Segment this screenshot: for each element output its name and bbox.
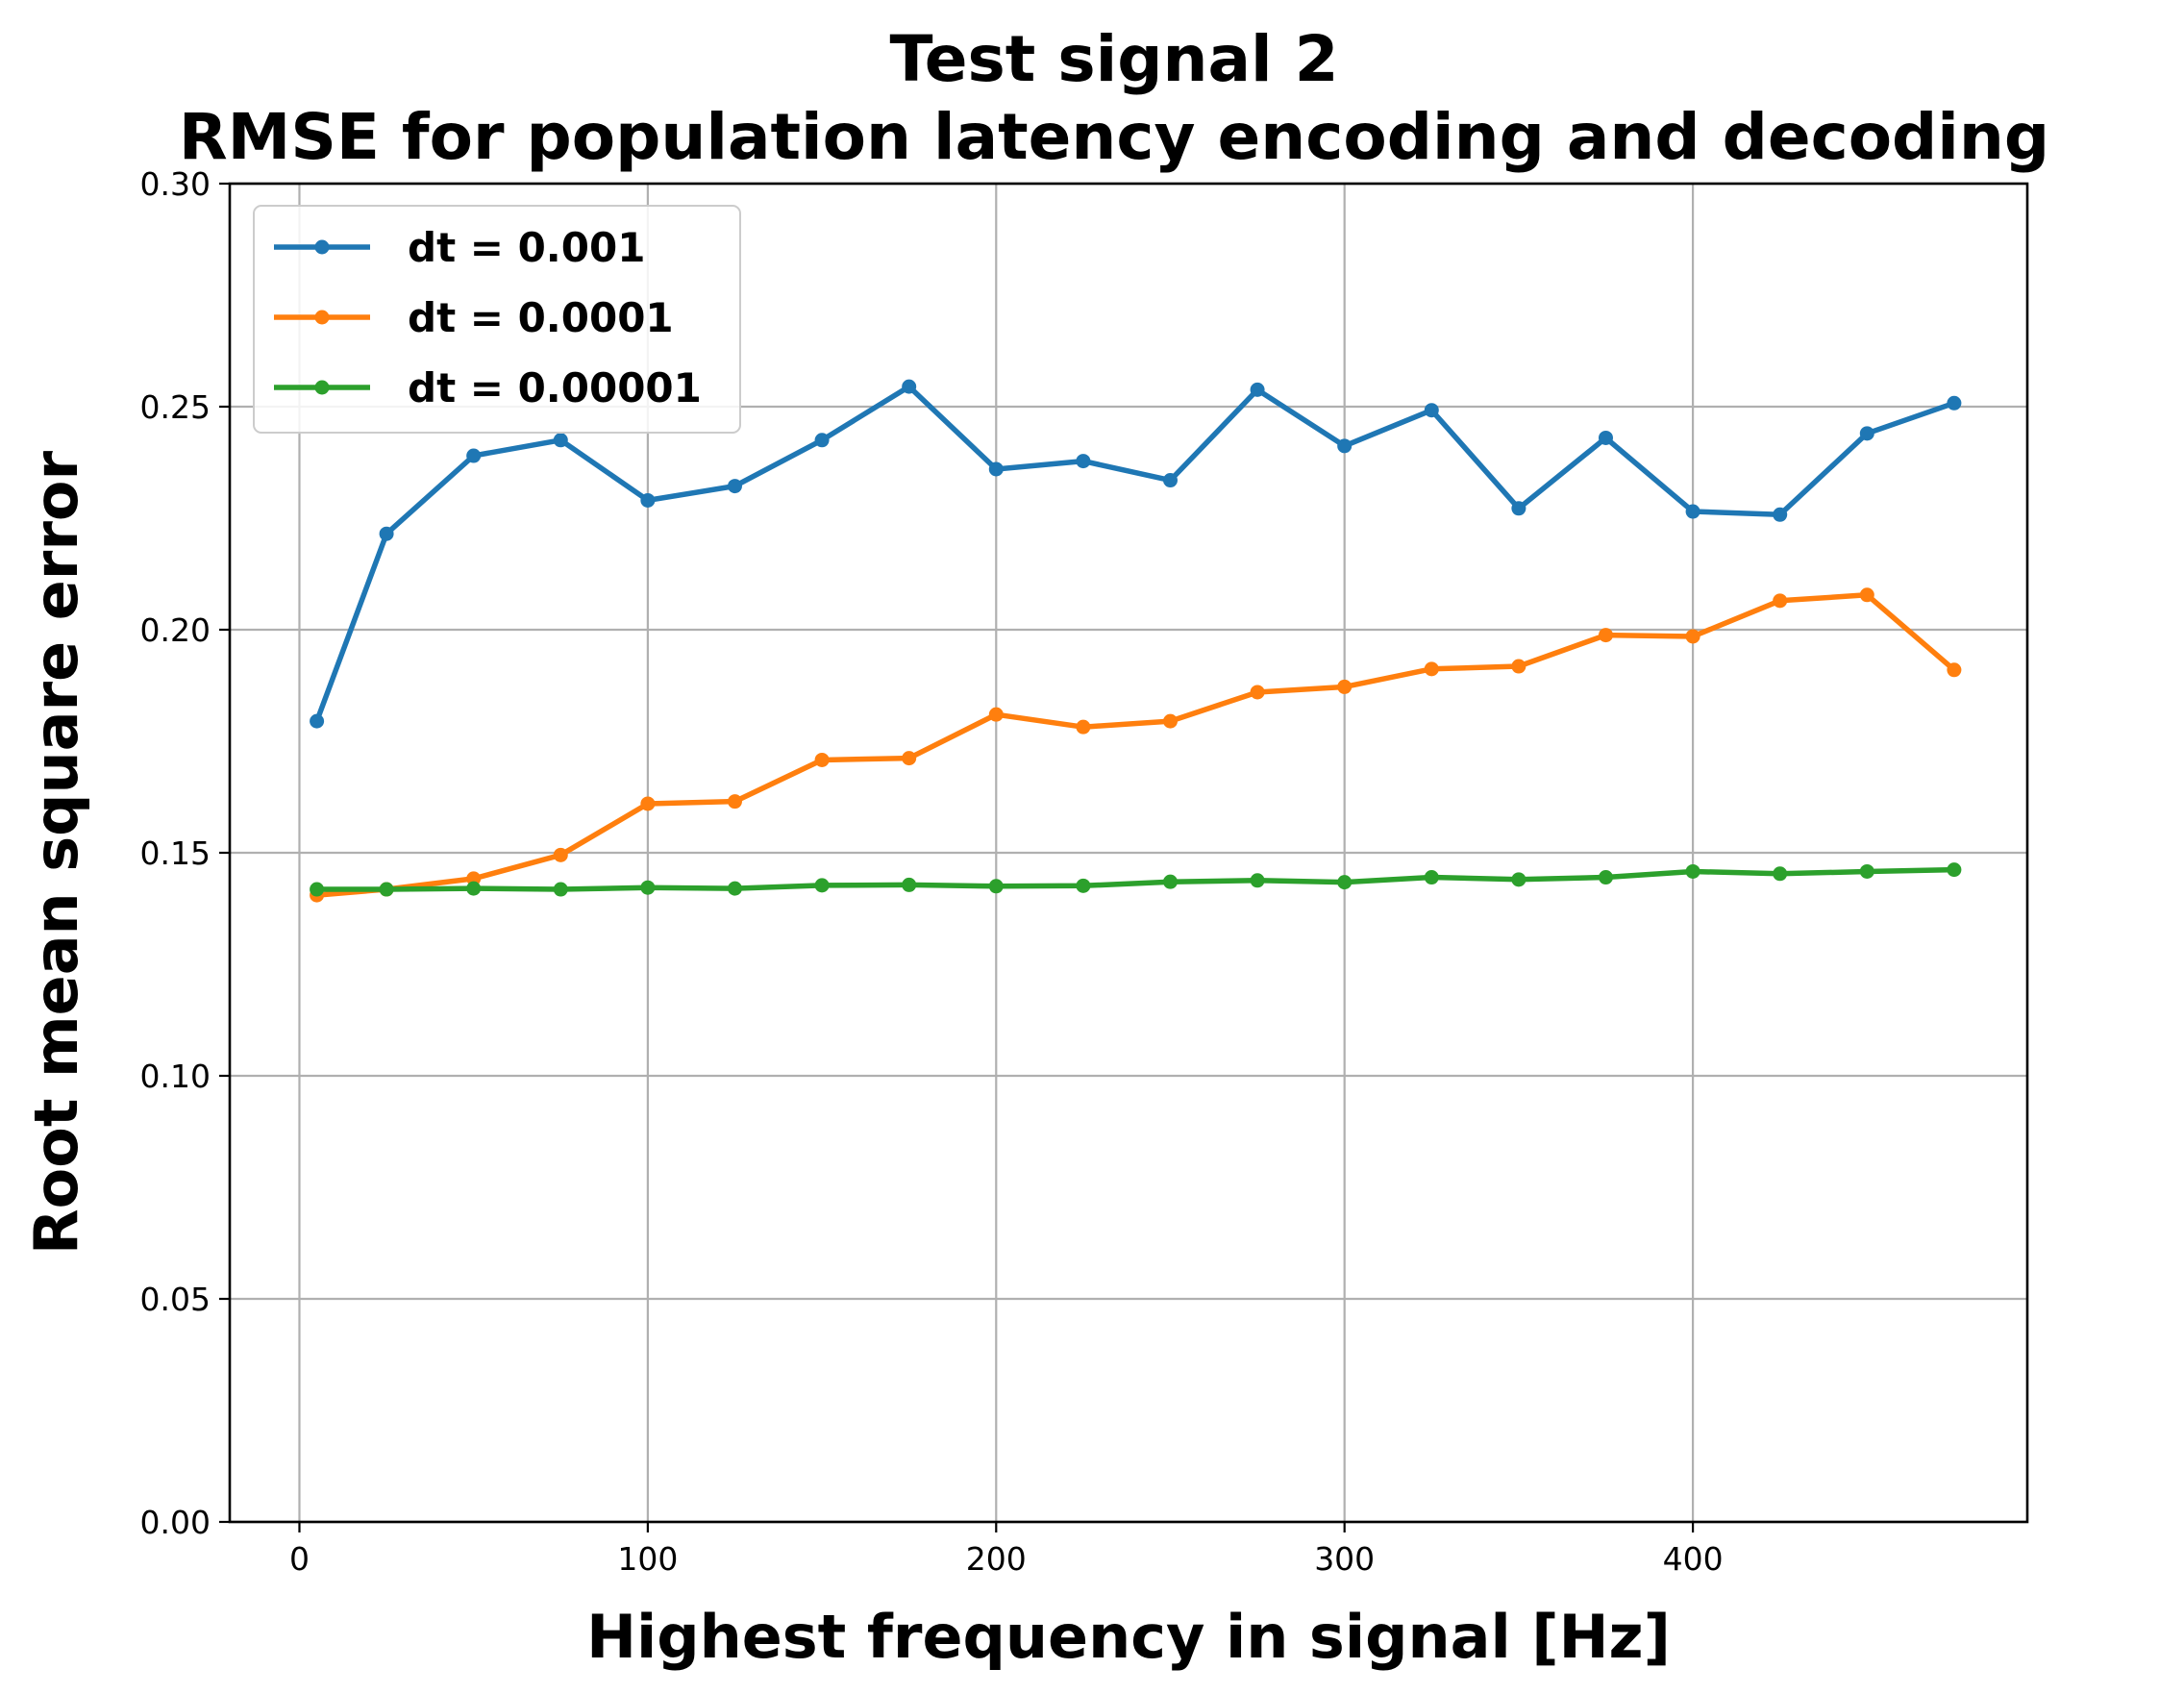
y-tick-label: 0.15 xyxy=(140,835,211,872)
data-point xyxy=(902,751,917,766)
y-tick-label: 0.30 xyxy=(140,165,211,203)
series-line xyxy=(313,384,1957,724)
data-point xyxy=(1773,507,1788,522)
data-point xyxy=(1337,438,1353,454)
legend-label: dt = 0.001 xyxy=(408,224,645,271)
x-tick-label: 0 xyxy=(289,1540,310,1578)
legend-marker xyxy=(314,380,330,395)
data-point xyxy=(1424,870,1439,885)
data-point xyxy=(1598,628,1613,643)
data-point xyxy=(310,713,325,729)
data-point xyxy=(1859,863,1874,879)
y-axis-label: Root mean square error xyxy=(21,450,91,1255)
x-axis-label: Highest frequency in signal [Hz] xyxy=(586,1602,1671,1672)
y-tick-label: 0.05 xyxy=(140,1281,211,1318)
data-point xyxy=(727,794,742,810)
x-tick-label: 100 xyxy=(617,1540,678,1578)
legend-item: dt = 0.00001 xyxy=(274,364,702,411)
data-point xyxy=(902,379,917,394)
data-point xyxy=(310,882,325,897)
data-point xyxy=(1337,875,1353,890)
data-point xyxy=(1947,395,1962,411)
data-point xyxy=(814,433,830,448)
data-point xyxy=(1250,685,1265,700)
legend-label: dt = 0.00001 xyxy=(408,364,702,411)
data-point xyxy=(727,881,742,896)
legend-marker xyxy=(314,239,330,255)
data-point xyxy=(1947,662,1962,678)
data-point xyxy=(1947,862,1962,878)
data-point xyxy=(1250,382,1265,397)
data-point xyxy=(1773,593,1788,609)
data-point xyxy=(553,882,568,897)
data-point xyxy=(1337,679,1353,694)
data-point xyxy=(1162,874,1178,889)
data-point xyxy=(1598,870,1613,885)
data-point xyxy=(1076,878,1091,893)
legend-item: dt = 0.001 xyxy=(274,224,645,271)
x-tick-label: 300 xyxy=(1314,1540,1375,1578)
data-point xyxy=(466,881,482,896)
data-point xyxy=(1511,501,1526,516)
x-tick-label: 200 xyxy=(966,1540,1027,1578)
axis-ticks: 0 100 200 300 400 0.00 0.05 0.10 0.15 0.20 0.25 0.3… xyxy=(140,165,1724,1578)
data-point xyxy=(814,752,830,767)
data-point xyxy=(640,796,656,811)
data-point xyxy=(814,878,830,893)
legend-label: dt = 0.0001 xyxy=(408,294,674,341)
legend-item: dt = 0.0001 xyxy=(274,294,674,341)
data-point xyxy=(379,882,394,897)
series-3 xyxy=(310,862,1962,897)
data-point xyxy=(1076,454,1091,469)
data-point xyxy=(902,877,917,892)
data-point xyxy=(553,847,568,862)
data-point xyxy=(988,461,1004,477)
data-point xyxy=(988,707,1004,722)
legend-frame xyxy=(253,205,741,434)
data-point xyxy=(1859,426,1874,441)
data-point xyxy=(1162,473,1178,488)
y-tick-label: 0.10 xyxy=(140,1058,211,1095)
data-point xyxy=(1511,872,1526,887)
data-point xyxy=(1162,713,1178,729)
data-point xyxy=(379,526,394,541)
y-tick-label: 0.00 xyxy=(140,1504,211,1541)
chart-subtitle: RMSE for population latency encoding and… xyxy=(179,100,2049,174)
data-point xyxy=(1685,504,1700,519)
data-point xyxy=(1685,629,1700,644)
legend-marker xyxy=(314,310,330,325)
data-point xyxy=(1685,863,1700,879)
x-tick-label: 400 xyxy=(1663,1540,1724,1578)
data-point xyxy=(640,880,656,895)
data-point xyxy=(1773,866,1788,882)
series-line xyxy=(313,866,1957,892)
series-layer xyxy=(310,379,1962,903)
series-line xyxy=(313,592,1957,898)
data-point xyxy=(1511,659,1526,674)
legend: dt = 0.001 dt = 0.0001 dt = 0.00001 xyxy=(253,205,741,434)
y-tick-label: 0.25 xyxy=(140,388,211,426)
data-point xyxy=(1424,403,1439,418)
y-tick-label: 0.20 xyxy=(140,611,211,649)
data-point xyxy=(1598,430,1613,445)
data-point xyxy=(1424,661,1439,677)
data-point xyxy=(727,479,742,494)
data-point xyxy=(1076,719,1091,735)
chart-title: Test signal 2 xyxy=(889,22,1338,96)
series-1 xyxy=(310,379,1962,729)
data-point xyxy=(466,448,482,463)
data-point xyxy=(553,433,568,448)
data-point xyxy=(1859,587,1874,603)
data-point xyxy=(1250,873,1265,888)
data-point xyxy=(640,492,656,508)
series-2 xyxy=(310,587,1962,903)
data-point xyxy=(988,879,1004,894)
